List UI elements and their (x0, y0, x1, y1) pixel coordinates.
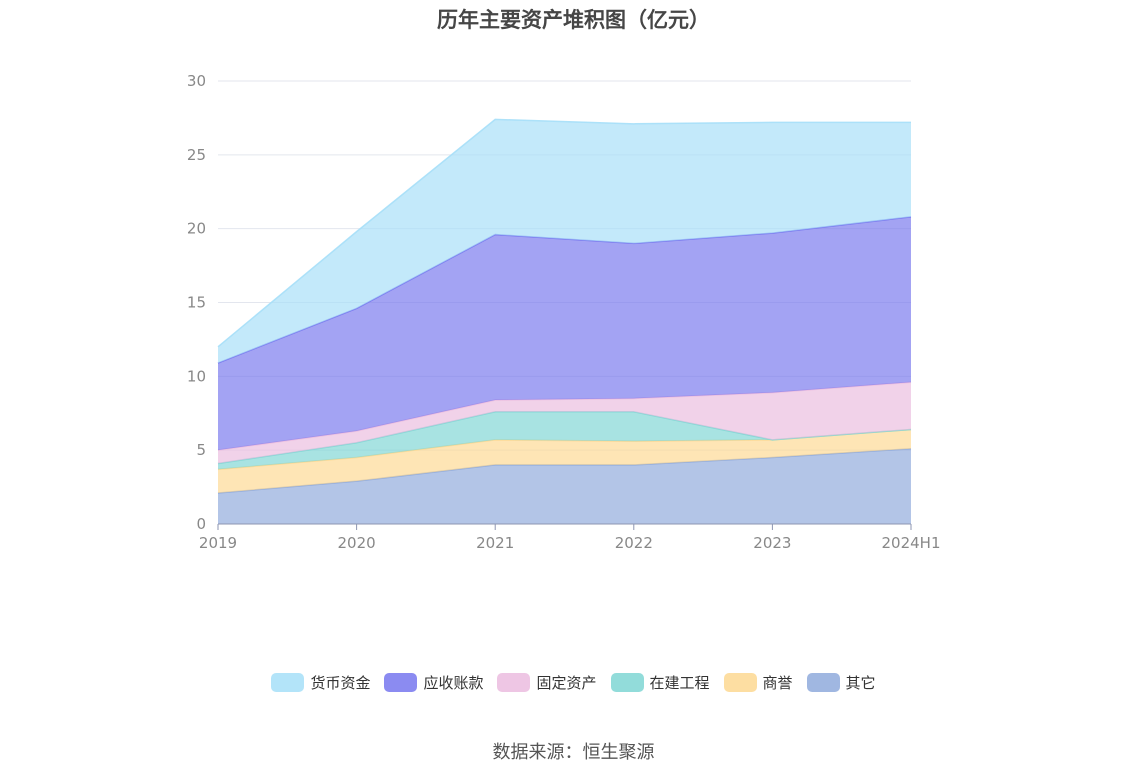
legend-item[interactable]: 其它 (806, 672, 876, 693)
area-series-商誉 (218, 429, 911, 493)
legend-label: 应收账款 (423, 674, 484, 692)
y-tick-label: 25 (187, 146, 206, 164)
legend-item[interactable]: 应收账款 (384, 672, 483, 693)
y-tick-label: 15 (187, 294, 206, 312)
area-series-其它 (218, 448, 911, 524)
series-top-line (217, 118, 911, 348)
chart-legend: 货币资金 应收账款 固定资产 在建工程 商誉 其它 (0, 672, 1147, 693)
area-series-应收账款 (218, 216, 911, 451)
legend-swatch (271, 673, 305, 692)
area-series-固定资产 (218, 382, 911, 464)
legend-swatch (384, 673, 418, 692)
y-tick-label: 30 (187, 72, 206, 90)
legend-swatch (723, 673, 757, 692)
data-source-note: 数据来源：恒生聚源 (492, 742, 655, 763)
legend-item[interactable]: 商誉 (723, 672, 793, 693)
legend-item[interactable]: 货币资金 (271, 672, 370, 693)
x-tick-label: 2019 (199, 534, 237, 552)
legend-swatch (497, 673, 531, 692)
legend-swatch (610, 673, 644, 692)
legend-label: 货币资金 (310, 674, 371, 692)
legend-label: 商誉 (762, 674, 793, 692)
chart-title: 历年主要资产堆积图（亿元） (437, 8, 710, 32)
legend-swatch (806, 673, 840, 692)
x-tick-label: 2022 (615, 534, 653, 552)
y-tick-label: 5 (196, 441, 206, 459)
x-tick-label: 2023 (753, 534, 791, 552)
legend-item[interactable]: 在建工程 (610, 672, 710, 693)
legend-label: 其它 (845, 674, 876, 692)
area-series-货币资金 (218, 119, 911, 364)
legend-label: 固定资产 (536, 674, 597, 692)
legend-label: 在建工程 (649, 674, 710, 692)
y-tick-label: 20 (187, 220, 206, 238)
legend-item[interactable]: 固定资产 (497, 672, 597, 693)
y-tick-label: 10 (187, 367, 206, 385)
area-series-在建工程 (218, 411, 911, 470)
x-tick-label: 2024H1 (882, 534, 941, 552)
y-tick-label: 0 (196, 515, 206, 533)
x-tick-label: 2020 (338, 534, 376, 552)
x-tick-label: 2021 (476, 534, 514, 552)
